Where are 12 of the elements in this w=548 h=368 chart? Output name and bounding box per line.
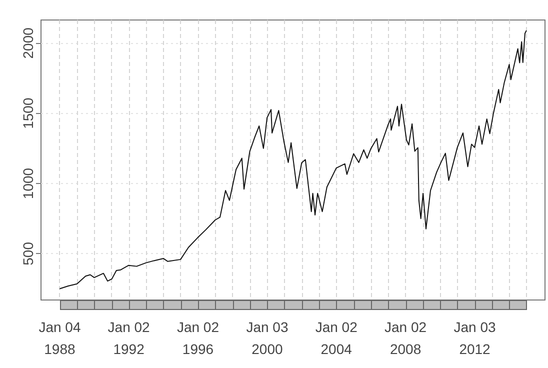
y-tick-label: 500 (20, 242, 36, 266)
x-tick-label: Jan 02 2008 (384, 319, 427, 357)
y-tick-label: 2000 (20, 27, 36, 59)
x-tick-label: Jan 02 1996 (176, 319, 220, 357)
x-tick-label: Jan 02 2004 (315, 319, 358, 357)
y-tick-label: 1500 (20, 98, 36, 129)
line-series (59, 30, 527, 290)
x-tick-label: Jan 03 2012 (454, 319, 496, 357)
x-tick-label: Jan 03 2000 (246, 319, 288, 357)
x-tick-label: Jan 02 1992 (108, 319, 150, 357)
y-tick-label: 1000 (20, 168, 36, 200)
x-tick-label: Jan 04 1988 (38, 319, 81, 357)
